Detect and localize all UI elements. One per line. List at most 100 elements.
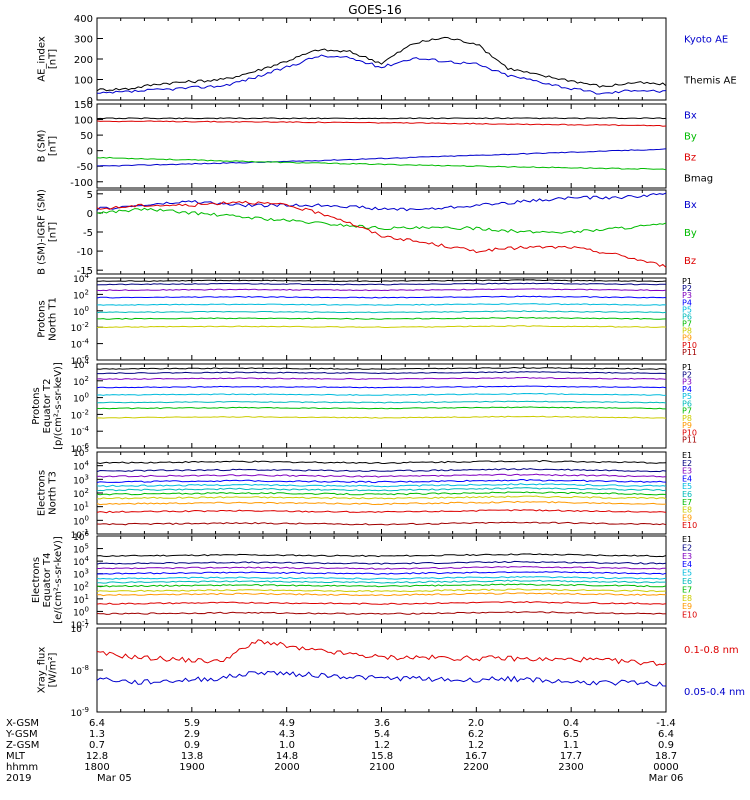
panel-4: Protons North T110410210010-210-410-6P1P2… [37, 272, 698, 367]
series-line [96, 473, 667, 478]
legend-entry: E2 [682, 459, 692, 468]
legend-entry: E9 [682, 602, 692, 611]
y-axis-label: [W/m²] [48, 652, 59, 687]
series-line [96, 36, 667, 92]
series-line [96, 560, 667, 565]
y-tick-label: 200 [74, 55, 93, 66]
footer-value: 16.7 [465, 751, 487, 762]
series-line [96, 575, 667, 580]
series-line [96, 588, 667, 593]
series-line [96, 483, 667, 488]
series-line [96, 325, 667, 329]
legend-entry: P6 [682, 312, 692, 321]
y-tick-label: -100 [70, 178, 93, 189]
footer-value: 6.4 [89, 718, 105, 729]
y-axis-label: Electrons [37, 470, 48, 516]
series-line [96, 600, 667, 605]
legend-entry: P11 [682, 348, 697, 357]
series-line [96, 487, 667, 492]
footer-value: 6.5 [563, 729, 579, 740]
y-tick-label: -5 [83, 228, 93, 239]
y-tick-label: 300 [74, 35, 93, 46]
y-tick-label: 0 [87, 147, 93, 158]
legend-entry: P11 [682, 436, 697, 445]
y-tick-label: 400 [74, 14, 93, 25]
series-line [96, 553, 667, 558]
legend-entry: Bx [684, 111, 697, 122]
series-line [96, 670, 667, 687]
y-axis-label: Xray_flux [37, 647, 48, 694]
plot-title: GOES-16 [348, 3, 402, 17]
footer-value: 3.6 [374, 718, 390, 729]
y-axis-label: Protons [31, 387, 42, 424]
y-axis-label: AE_index [37, 36, 48, 82]
footer-value: 1.2 [374, 740, 390, 751]
footer-value: 14.8 [276, 751, 298, 762]
series-line [96, 571, 667, 575]
footer-value: 0.7 [89, 740, 105, 751]
legend-entry: E8 [682, 594, 692, 603]
legend-entry: Bmag [684, 174, 713, 185]
legend-entry: P5 [682, 392, 692, 401]
legend-entry: E3 [682, 467, 692, 476]
footer-value: 2100 [369, 762, 394, 773]
legend-entry: E10 [682, 611, 697, 620]
y-tick-label: 100 [74, 116, 93, 127]
series-line [96, 148, 667, 167]
footer-value: 2.0 [468, 718, 484, 729]
series-line [96, 295, 667, 299]
footer-row-label: hhmm [6, 762, 38, 773]
panel-3: B (SM)-IGRF (SM) [nT] 5 0 -5 -10 -15 Bx By Bz [37, 189, 697, 277]
series-line [96, 611, 667, 615]
series-line [96, 310, 667, 314]
footer-value: 4.9 [279, 718, 295, 729]
legend-entry: E5 [682, 482, 692, 491]
series-line [96, 385, 667, 389]
legend-entry: 0.1-0.8 nm [684, 645, 739, 656]
series-line [96, 200, 667, 268]
footer-value: 0000 [653, 762, 678, 773]
legend-entry: E4 [682, 474, 692, 483]
y-tick-label: 50 [80, 131, 93, 142]
y-axis-label: [e/(cm²-s-sr-keV)] [53, 536, 64, 624]
footer-value: 2.9 [184, 729, 200, 740]
legend-entry: P10 [682, 341, 697, 350]
footer-value: 2300 [558, 762, 583, 773]
footer-value: 1800 [84, 762, 109, 773]
footer-value: 13.8 [181, 751, 203, 762]
legend-entry: Kyoto AE [684, 35, 728, 46]
panel-1: AE_index [nT] 0 100 200 300 400 Kyoto AE Themis … [37, 14, 737, 107]
footer-value: 2200 [463, 762, 488, 773]
footer-value: 4.3 [279, 729, 295, 740]
series-line [96, 415, 667, 419]
series-line [96, 117, 667, 120]
legend-entry: By [684, 132, 697, 143]
legend-entry: E7 [682, 498, 692, 507]
footer-value: 1900 [179, 762, 204, 773]
legend-entry: E5 [682, 569, 692, 578]
series-line [96, 639, 667, 667]
series-line [96, 583, 667, 588]
legend-entry: E10 [682, 521, 697, 530]
footer-value: Mar 05 [97, 773, 132, 784]
legend-entry: E9 [682, 513, 692, 522]
series-line [96, 120, 667, 127]
series-line [96, 392, 667, 396]
panel-5: Protons Equator T2 [p/(cm²-s-sr-keV)] 10410… [31, 358, 697, 455]
y-axis-label: [nT] [48, 136, 59, 156]
y-tick-label: 150 [74, 100, 93, 111]
series-line [97, 565, 667, 570]
y-axis-label: [p/(cm²-s-sr-keV)] [53, 362, 64, 450]
footer-row-label: 2019 [6, 773, 31, 784]
legend-entry: P2 [682, 284, 692, 293]
y-axis-label: Protons [37, 300, 48, 337]
series-line [96, 468, 667, 473]
series-line [96, 459, 667, 465]
legend-entry: P9 [682, 334, 692, 343]
legend-entry: E6 [682, 490, 692, 499]
footer-value: 1.0 [279, 740, 295, 751]
footer-value: 1.3 [89, 729, 105, 740]
series-line [96, 376, 667, 380]
